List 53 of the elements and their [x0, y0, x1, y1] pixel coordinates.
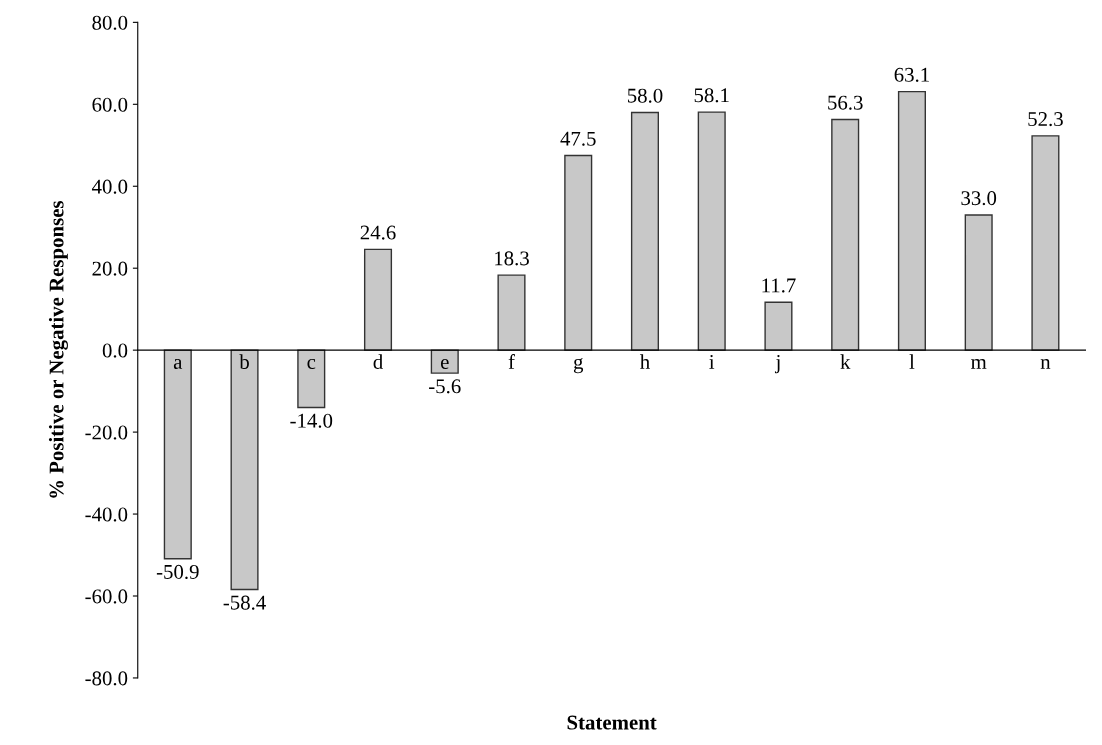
y-tick-label: -20.0 — [85, 425, 128, 440]
data-label: 47.5 — [560, 131, 596, 146]
bar — [430, 349, 459, 374]
data-label: 24.6 — [360, 225, 396, 240]
bar — [964, 214, 993, 351]
data-label: -58.4 — [223, 595, 266, 610]
x-tick-label: i — [709, 354, 715, 369]
bar — [230, 349, 259, 591]
data-label: 63.1 — [894, 67, 929, 82]
data-label: 56.3 — [828, 95, 863, 110]
y-tick-label: 80.0 — [92, 15, 128, 30]
bar — [163, 349, 192, 560]
x-tick-label: f — [508, 354, 515, 369]
x-axis-title: Statement — [567, 715, 657, 730]
bar — [897, 90, 926, 351]
bar — [497, 274, 526, 351]
bar — [831, 118, 860, 351]
data-label: 58.0 — [627, 88, 663, 103]
x-tick-label: n — [1040, 358, 1051, 369]
bar — [764, 301, 793, 351]
bar — [564, 154, 593, 351]
y-tick-label: -40.0 — [85, 507, 128, 522]
y-tick-label: 40.0 — [91, 179, 128, 194]
y-tick-label: -60.0 — [85, 589, 128, 604]
x-tick-label: g — [573, 358, 584, 374]
bar — [1031, 135, 1060, 351]
data-label: 58.1 — [694, 88, 729, 103]
x-tick-label: c — [307, 358, 316, 369]
data-label: 33.0 — [961, 191, 997, 206]
x-tick-label: e — [440, 358, 449, 369]
x-tick-label: k — [840, 354, 851, 369]
y-axis-title: % Positive or Negative Responses — [48, 200, 68, 498]
data-label: 52.3 — [1028, 112, 1063, 127]
x-tick-label: m — [971, 358, 987, 369]
bar — [363, 248, 393, 351]
x-tick-label: j — [774, 354, 780, 374]
x-tick-label: d — [373, 354, 383, 369]
data-label: -50.9 — [156, 564, 199, 580]
data-label: 11.7 — [762, 278, 796, 293]
y-tick-label: 20.0 — [92, 261, 128, 276]
data-label: -5.6 — [429, 379, 461, 394]
x-tick-label: b — [239, 354, 249, 369]
x-tick-label: h — [639, 354, 650, 369]
y-tick-label: 0.0 — [102, 343, 128, 358]
data-label: 18.3 — [495, 251, 529, 266]
y-tick-label: -80.0 — [85, 671, 128, 686]
x-tick-label: l — [909, 354, 915, 369]
y-tick-label: 60.0 — [92, 97, 128, 112]
x-tick-label: a — [173, 359, 183, 369]
bar — [630, 111, 660, 351]
bar — [297, 349, 326, 409]
data-label: -14.0 — [290, 413, 333, 428]
bar — [697, 111, 726, 351]
